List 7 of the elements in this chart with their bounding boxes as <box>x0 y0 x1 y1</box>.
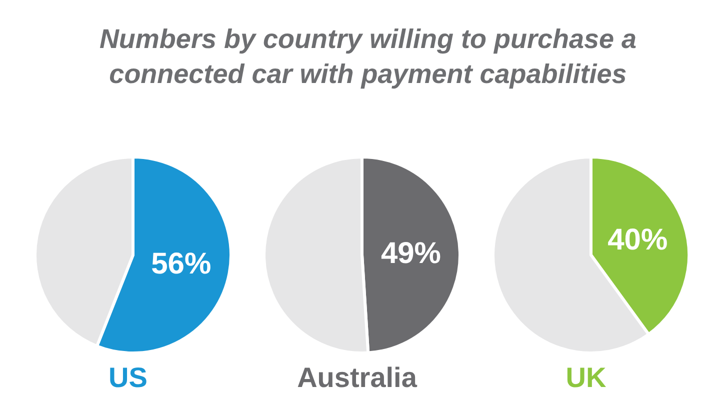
data-label: 49% <box>380 236 441 270</box>
text: UK <box>566 362 606 394</box>
text: Numbers by country willing to purchase a connected car with payment capabilities <box>98 23 638 91</box>
data-label: 40% <box>608 223 668 256</box>
text: US <box>108 362 148 394</box>
text: Australia <box>297 362 417 394</box>
data-label: 56% <box>151 248 212 281</box>
